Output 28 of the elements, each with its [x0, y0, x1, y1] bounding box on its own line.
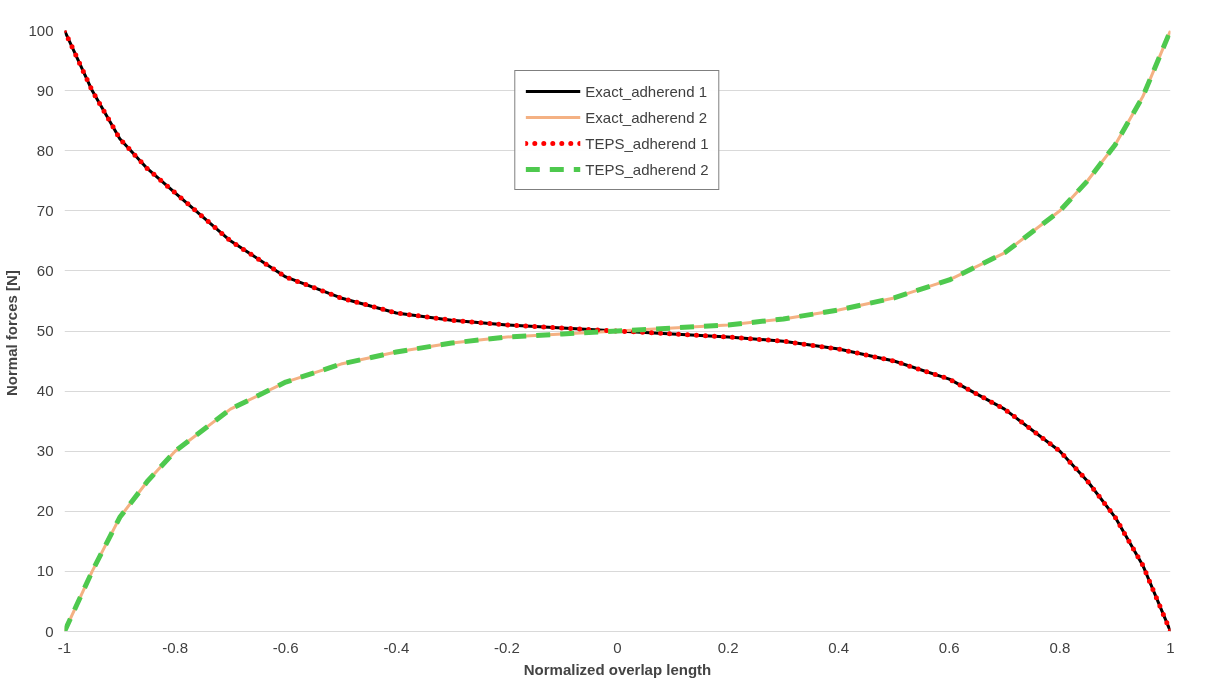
y-tick-label: 60	[36, 261, 54, 279]
y-tick-label: 20	[36, 502, 54, 520]
legend-label: Exact_adherend 2	[585, 108, 708, 126]
y-tick-label: 50	[36, 322, 54, 339]
x-tick-label: 0.4	[828, 638, 850, 656]
x-tick-label: 0.2	[717, 638, 739, 656]
x-tick-label: -0.4	[383, 638, 410, 656]
y-tick-label: 90	[36, 81, 54, 99]
x-axis-title: Normalized overlap length	[523, 660, 712, 678]
y-axis-title: Normal forces [N]	[3, 270, 21, 397]
legend-label: Exact_adherend 1	[585, 82, 708, 100]
y-tick-label: 10	[36, 562, 54, 580]
y-tick-label: 30	[36, 442, 54, 460]
y-tick-label: 0	[45, 622, 54, 640]
y-tick-label: 40	[36, 382, 54, 400]
x-tick-label: 1	[1166, 638, 1175, 656]
x-tick-label: 0.6	[938, 638, 960, 656]
x-tick-label: 0	[613, 638, 622, 656]
legend-label: TEPS_adherend 1	[585, 134, 709, 152]
y-tick-label: 80	[36, 141, 54, 159]
y-tick-label: 70	[36, 201, 54, 219]
legend-label: TEPS_adherend 2	[585, 160, 709, 178]
x-tick-label: -0.8	[162, 638, 189, 656]
x-tick-label: -0.2	[493, 638, 520, 656]
x-tick-label: -1	[57, 638, 72, 656]
x-tick-label: -0.6	[272, 638, 299, 656]
y-tick-label: 100	[28, 21, 54, 39]
x-tick-label: 0.8	[1049, 638, 1071, 656]
